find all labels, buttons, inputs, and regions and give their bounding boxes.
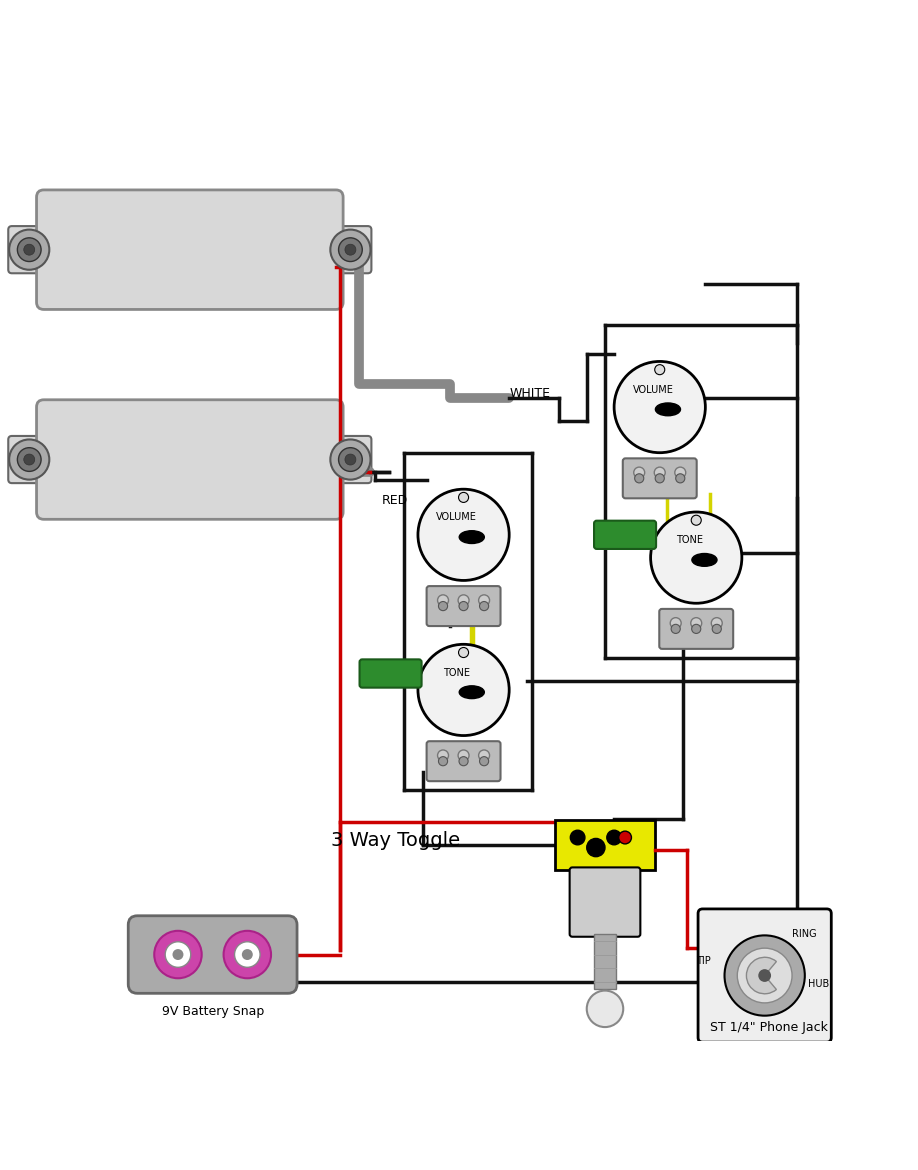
Circle shape: [458, 750, 469, 760]
Wedge shape: [746, 957, 777, 993]
Circle shape: [479, 757, 488, 765]
Circle shape: [459, 601, 468, 611]
Circle shape: [9, 229, 50, 270]
Circle shape: [9, 440, 50, 480]
Circle shape: [670, 618, 681, 628]
Circle shape: [655, 467, 666, 479]
FancyBboxPatch shape: [330, 436, 372, 483]
Circle shape: [758, 969, 771, 982]
Circle shape: [633, 467, 644, 479]
Circle shape: [459, 757, 468, 765]
Circle shape: [711, 618, 722, 628]
Text: ST 1/4" Phone Jack: ST 1/4" Phone Jack: [711, 1021, 828, 1034]
Circle shape: [651, 512, 742, 604]
Circle shape: [478, 750, 489, 760]
Ellipse shape: [655, 402, 680, 415]
Circle shape: [439, 601, 448, 611]
FancyBboxPatch shape: [594, 521, 656, 549]
Text: RED: RED: [382, 494, 408, 507]
Circle shape: [17, 448, 41, 472]
FancyBboxPatch shape: [622, 459, 697, 498]
FancyBboxPatch shape: [427, 742, 500, 782]
Circle shape: [655, 365, 665, 374]
Ellipse shape: [459, 531, 485, 544]
Circle shape: [691, 515, 701, 525]
Circle shape: [570, 831, 585, 845]
Circle shape: [17, 238, 41, 262]
Circle shape: [418, 489, 509, 580]
Circle shape: [339, 238, 363, 262]
Circle shape: [234, 942, 260, 968]
Circle shape: [173, 949, 184, 961]
Circle shape: [165, 942, 191, 968]
Circle shape: [619, 831, 632, 844]
Circle shape: [676, 474, 685, 483]
FancyBboxPatch shape: [554, 820, 655, 870]
Circle shape: [339, 448, 363, 472]
Ellipse shape: [692, 553, 717, 566]
FancyBboxPatch shape: [129, 916, 297, 993]
Circle shape: [607, 831, 621, 845]
Circle shape: [418, 645, 509, 736]
FancyBboxPatch shape: [8, 226, 50, 274]
Text: HUB: HUB: [808, 979, 829, 989]
Circle shape: [614, 362, 705, 453]
Circle shape: [345, 454, 356, 464]
FancyBboxPatch shape: [37, 400, 343, 519]
Circle shape: [459, 647, 468, 658]
Text: WHITE: WHITE: [509, 387, 550, 400]
Circle shape: [737, 948, 792, 1003]
Circle shape: [724, 935, 805, 1016]
Circle shape: [690, 618, 701, 628]
Circle shape: [224, 931, 271, 978]
FancyBboxPatch shape: [427, 586, 500, 626]
Text: 3 Way Toggle: 3 Way Toggle: [331, 831, 461, 849]
Text: TIP: TIP: [696, 956, 711, 966]
Circle shape: [712, 625, 722, 633]
Circle shape: [438, 750, 449, 760]
Text: VOLUME: VOLUME: [633, 385, 673, 394]
Circle shape: [479, 601, 488, 611]
Text: TONE: TONE: [443, 668, 470, 677]
Text: RING: RING: [792, 929, 817, 938]
Circle shape: [459, 493, 468, 502]
FancyBboxPatch shape: [659, 608, 733, 649]
FancyBboxPatch shape: [37, 190, 343, 309]
Ellipse shape: [459, 686, 485, 698]
Circle shape: [330, 229, 371, 270]
FancyBboxPatch shape: [570, 867, 641, 937]
Text: TONE: TONE: [676, 536, 703, 545]
Text: VOLUME: VOLUME: [436, 512, 477, 523]
Circle shape: [241, 949, 252, 961]
Circle shape: [655, 474, 665, 483]
Circle shape: [587, 839, 605, 856]
Circle shape: [438, 594, 449, 606]
FancyBboxPatch shape: [360, 660, 421, 688]
Circle shape: [634, 474, 644, 483]
Circle shape: [675, 467, 686, 479]
Circle shape: [439, 757, 448, 765]
Circle shape: [330, 440, 371, 480]
Circle shape: [671, 625, 680, 633]
Text: 9V Battery Snap: 9V Battery Snap: [162, 1005, 263, 1018]
Circle shape: [478, 594, 489, 606]
Circle shape: [24, 245, 35, 255]
FancyBboxPatch shape: [330, 226, 372, 274]
FancyBboxPatch shape: [8, 436, 50, 483]
Circle shape: [587, 991, 623, 1027]
Circle shape: [691, 625, 700, 633]
Circle shape: [458, 594, 469, 606]
Bar: [594, 934, 616, 989]
Circle shape: [24, 454, 35, 464]
Circle shape: [154, 931, 202, 978]
Circle shape: [345, 245, 356, 255]
FancyBboxPatch shape: [698, 909, 832, 1042]
